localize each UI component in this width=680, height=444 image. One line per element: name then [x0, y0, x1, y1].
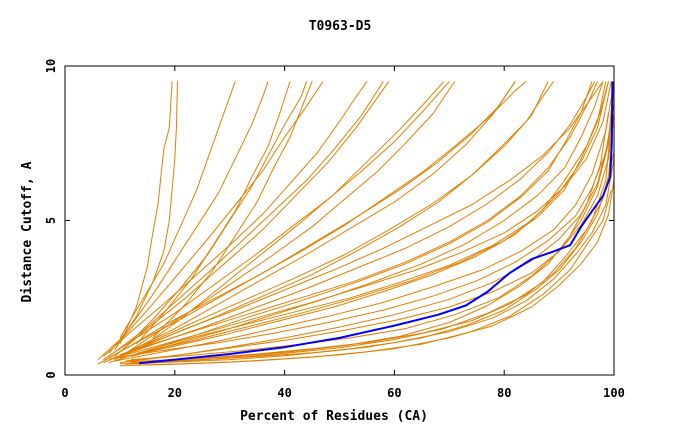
- series-line-36: [136, 81, 607, 354]
- series-line-23: [108, 81, 598, 361]
- x-axis-label: Percent of Residues (CA): [240, 409, 428, 424]
- series-line-32: [136, 81, 291, 345]
- series-line-31: [125, 81, 308, 348]
- series-line-10: [114, 81, 615, 362]
- series-line-35: [147, 81, 593, 351]
- series-line-22: [114, 81, 596, 359]
- x-tick-label-40: 40: [277, 386, 291, 400]
- series-line-6: [119, 81, 615, 365]
- x-tick-label-0: 0: [61, 386, 68, 400]
- series-line-21: [103, 81, 516, 362]
- highlight-series: [138, 81, 614, 365]
- series-line-40: [125, 112, 615, 362]
- series-line-7: [130, 81, 615, 361]
- series-line-30: [103, 81, 368, 357]
- series-line-14: [103, 81, 450, 361]
- x-tick-label-80: 80: [497, 386, 511, 400]
- y-tick-label-0: 0: [44, 371, 58, 378]
- series-line-19: [119, 81, 173, 345]
- series-line-4: [136, 189, 612, 366]
- series-line-28: [114, 81, 549, 361]
- series-lines: [97, 81, 615, 367]
- series-line-39: [114, 103, 615, 359]
- y-axis-label: Distance Cutoff, A: [20, 161, 35, 302]
- series-line-29: [130, 81, 604, 357]
- x-tick-label-20: 20: [168, 386, 182, 400]
- series-line-17: [108, 81, 269, 354]
- series-line-9: [119, 81, 615, 364]
- y-tick-label-10: 10: [44, 59, 58, 73]
- chart-title: T0963-D5: [309, 19, 372, 34]
- series-line-15: [108, 81, 384, 357]
- y-tick-label-5: 5: [44, 217, 58, 224]
- axis-ticks: 0 20 40 60 80 100 0 5 10: [44, 59, 625, 400]
- series-line-33: [141, 81, 445, 348]
- series-line-25: [125, 81, 456, 354]
- series-line-38: [119, 81, 236, 339]
- series-line-18: [113, 81, 178, 351]
- series-line-26: [108, 81, 609, 364]
- series-line-37: [152, 81, 313, 339]
- series-line-3: [130, 112, 615, 364]
- series-line-34: [130, 81, 516, 351]
- x-tick-label-60: 60: [387, 386, 401, 400]
- series-line-27: [119, 81, 609, 359]
- series-line-16: [97, 81, 324, 360]
- highlight-series-line: [138, 81, 614, 365]
- series-line-20: [114, 81, 390, 357]
- series-line-2: [125, 158, 615, 365]
- x-tick-label-100: 100: [603, 386, 625, 400]
- series-line-11: [108, 81, 612, 361]
- series-line-13: [97, 81, 527, 365]
